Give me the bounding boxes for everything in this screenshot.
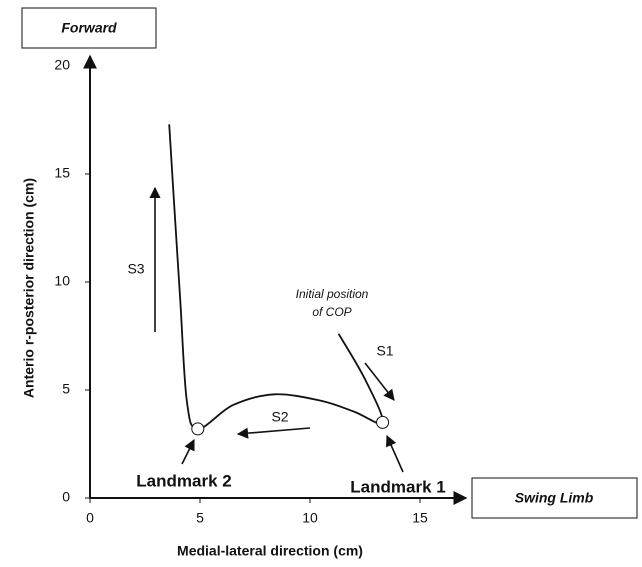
s2-arrow [236,427,311,439]
y-tick-label: 10 [54,273,70,289]
landmark1-arrow [385,434,404,473]
landmark-point [376,415,390,429]
x-tick-label: 5 [196,510,204,526]
annotation: of COP [312,305,351,319]
s1-arrow [364,362,395,401]
forward-box [21,7,157,49]
cop-line [168,124,384,430]
y-tick-label: 5 [62,381,70,397]
y-tick-label: 20 [54,57,70,73]
swing-limb-label: Swing Limb [515,490,594,506]
x-tick-label: 15 [412,510,428,526]
annotation: Landmark 1 [350,477,445,496]
y-tick-label: 0 [62,489,70,505]
annotation: Initial position [296,287,369,301]
y-tick-label: 15 [54,165,70,181]
annotation: S2 [271,409,288,425]
y-axis-title: Anterio r-posterior direction (cm) [21,178,37,398]
x-axis-title: Medial-lateral direction (cm) [177,543,363,559]
annotation: S3 [127,261,144,277]
annotation: S1 [376,343,393,359]
x-tick-label: 0 [86,510,94,526]
landmark2-arrow [181,438,195,465]
x-tick-label: 10 [302,510,318,526]
annotation: Landmark 2 [136,471,231,490]
forward-label: Forward [61,20,117,36]
landmark-point [191,422,205,436]
swing-limb-box [471,477,638,519]
